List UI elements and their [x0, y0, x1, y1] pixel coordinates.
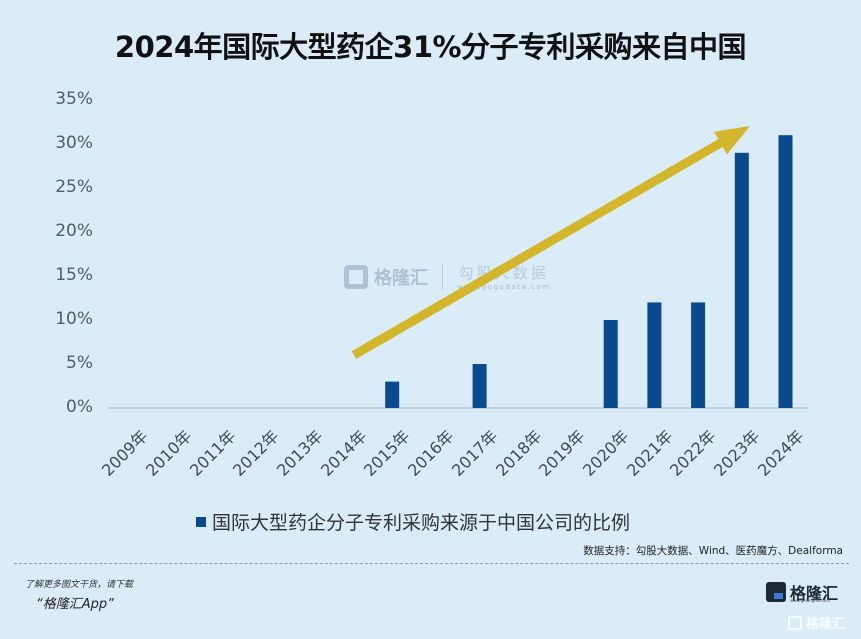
- y-tick-label: 20%: [55, 221, 93, 241]
- trend-arrow-icon: [714, 126, 750, 155]
- gelonghui-faded-logo: 格隆汇: [788, 613, 845, 632]
- watermark-separator: [442, 263, 443, 290]
- bar-2017年: [472, 364, 487, 408]
- bar-2015年: [385, 381, 400, 408]
- gelonghui-logo-icon: [766, 582, 786, 602]
- y-tick-label: 25%: [55, 177, 93, 197]
- chart-title: 2024年国际大型药企31%分子专利采购来自中国: [114, 30, 747, 64]
- bar-2021年: [647, 302, 662, 408]
- footer-divider: [14, 563, 849, 564]
- gelonghui-faded-icon: [788, 615, 802, 630]
- watermark-url: www.gogudata.com: [457, 283, 551, 291]
- watermark-left-text: 格隆汇: [374, 267, 428, 289]
- promo-text: 了解更多图文干货，请下载: [25, 580, 134, 590]
- bar-2024年: [778, 135, 793, 408]
- y-tick-label: 0%: [66, 397, 93, 417]
- y-tick-label: 15%: [55, 265, 93, 285]
- bar-2020年: [603, 320, 618, 408]
- trend-arrow-shaft: [351, 137, 727, 359]
- gelonghui-logo: 格隆汇: [766, 580, 838, 604]
- logo-text: 格隆汇: [790, 584, 839, 603]
- data-source: 数据支持：勾股大数据、Wind、医药魔方、Dealforma: [583, 545, 843, 557]
- bar-2022年: [691, 302, 706, 408]
- gelonghui-watermark-icon: [344, 264, 368, 289]
- promo-app-name: “格隆汇App”: [36, 597, 114, 612]
- legend-swatch: [196, 516, 206, 527]
- logo-url: www.gelonghui.com: [790, 598, 831, 603]
- bar-2023年: [734, 152, 749, 408]
- legend-label: 国际大型药企分子专利采购来源于中国公司的比例: [212, 512, 631, 534]
- y-tick-label: 5%: [66, 353, 93, 373]
- y-tick-label: 35%: [55, 89, 93, 109]
- chart-legend: 国际大型药企分子专利采购来源于中国公司的比例: [196, 508, 630, 535]
- y-tick-label: 30%: [55, 133, 93, 153]
- y-tick-label: 10%: [55, 309, 93, 329]
- faded-logo-text: 格隆汇: [806, 617, 846, 632]
